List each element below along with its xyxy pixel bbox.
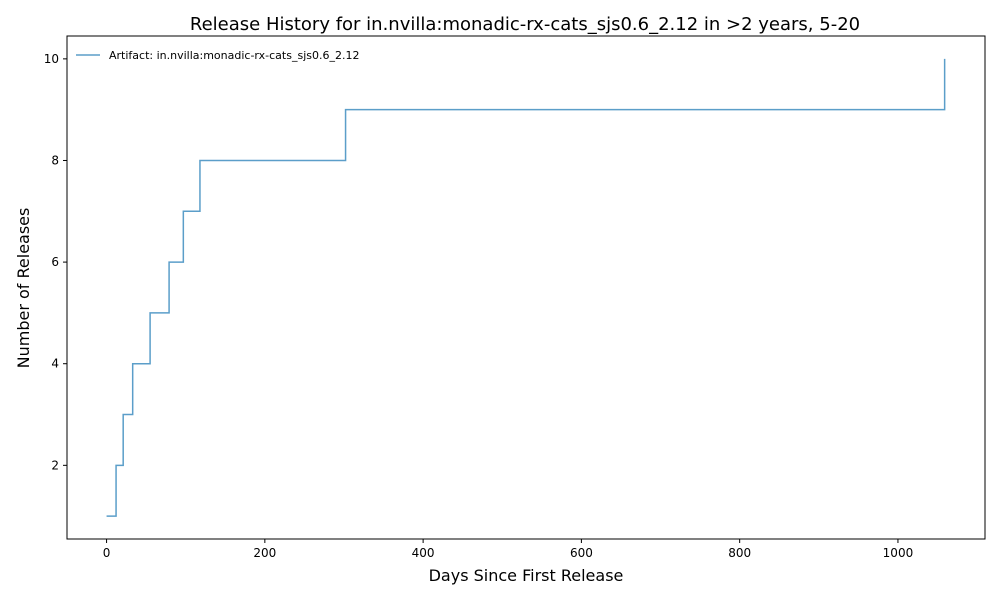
plot-frame [66,35,986,540]
y-tick-label: 2 [51,458,59,472]
x-tick-label: 800 [728,546,751,560]
chart-title: Release History for in.nvilla:monadic-rx… [190,14,860,35]
x-axis: 0 200 400 600 800 1000 [103,539,913,560]
y-tick-label: 6 [51,255,59,269]
plot-area [106,58,946,517]
series-line-0 [106,58,946,517]
legend-label: Artifact: in.nvilla:monadic-rx-cats_sjs0… [109,49,359,62]
x-axis-label: Days Since First Release [429,566,624,585]
y-tick-label: 8 [51,153,59,167]
x-tick-label: 1000 [883,546,914,560]
y-tick-label: 4 [51,357,59,371]
y-tick-label: 10 [44,52,59,66]
y-axis: 2 4 6 8 10 [44,52,67,472]
y-axis-label: Number of Releases [14,208,33,369]
x-tick-label: 200 [253,546,276,560]
x-tick-label: 400 [412,546,435,560]
legend: Artifact: in.nvilla:monadic-rx-cats_sjs0… [76,49,359,62]
x-tick-label: 0 [103,546,111,560]
x-tick-label: 600 [570,546,593,560]
